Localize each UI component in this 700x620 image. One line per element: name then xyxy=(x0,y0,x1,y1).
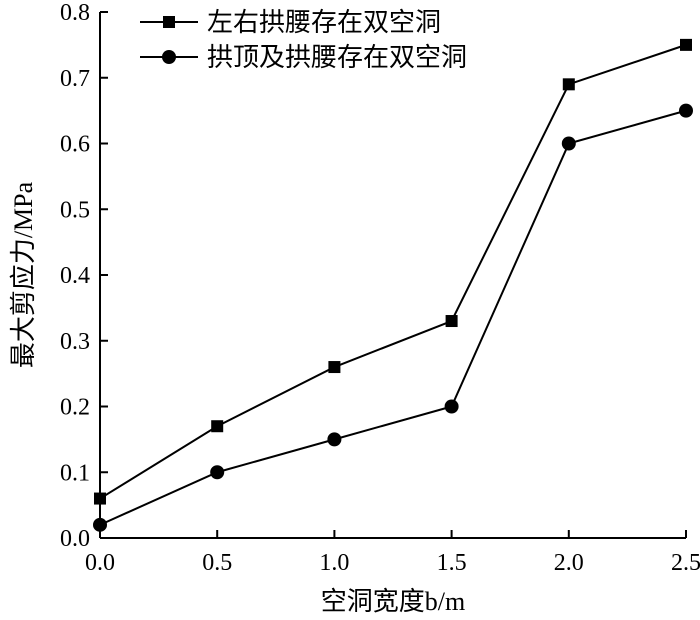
series-line xyxy=(99,109,687,526)
square-marker xyxy=(211,420,224,433)
legend-label: 左右拱腰存在双空洞 xyxy=(207,8,441,37)
legend-label: 拱顶及拱腰存在双空洞 xyxy=(207,43,467,72)
square-marker xyxy=(94,492,106,505)
legend-item-circle: 拱顶及拱腰存在双空洞 xyxy=(140,43,467,72)
square-marker xyxy=(680,38,692,51)
y-axis-label: 最大剪应力/MPa xyxy=(9,181,38,368)
circle-marker xyxy=(327,432,342,447)
legend-circle-marker xyxy=(162,50,176,64)
axis-ticks: 0.0 0.5 1.0 1.5 2.0 2.5 0.0 0.1 0.2 0.3 0.4 0.5 0.6 0… xyxy=(60,0,700,576)
y-tick-label: 0.4 xyxy=(60,263,90,289)
plot-frame xyxy=(99,12,686,539)
x-axis-label: 空洞宽度b/m xyxy=(321,587,465,616)
square-marker xyxy=(562,78,575,91)
x-tick-label: 1.5 xyxy=(437,550,467,576)
circle-marker xyxy=(210,465,225,480)
circle-marker xyxy=(444,399,459,414)
x-tick-label: 1.0 xyxy=(319,550,349,576)
circle-marker xyxy=(561,136,576,151)
x-tick-label: 2.0 xyxy=(554,550,584,576)
y-tick-label: 0.8 xyxy=(60,0,90,26)
legend-square-marker xyxy=(163,16,175,28)
legend-item-square: 左右拱腰存在双空洞 xyxy=(140,8,441,37)
y-tick-label: 0.2 xyxy=(60,395,90,421)
circle-marker xyxy=(679,103,693,118)
y-tick-label: 0.0 xyxy=(60,526,90,552)
square-marker xyxy=(445,315,458,328)
y-tick-label: 0.7 xyxy=(60,66,90,92)
y-tick-label: 0.5 xyxy=(60,197,90,223)
circle-marker xyxy=(93,517,107,532)
legend: 左右拱腰存在双空洞 拱顶及拱腰存在双空洞 xyxy=(140,8,467,72)
series-layer xyxy=(93,38,693,532)
series-line xyxy=(99,43,687,500)
x-tick-label: 0.0 xyxy=(85,550,115,576)
y-tick-label: 0.3 xyxy=(60,329,90,355)
x-tick-label: 2.5 xyxy=(671,550,700,576)
x-tick-label: 0.5 xyxy=(202,550,232,576)
y-tick-label: 0.1 xyxy=(60,460,90,486)
y-tick-label: 0.6 xyxy=(60,132,90,158)
square-marker xyxy=(328,361,341,374)
